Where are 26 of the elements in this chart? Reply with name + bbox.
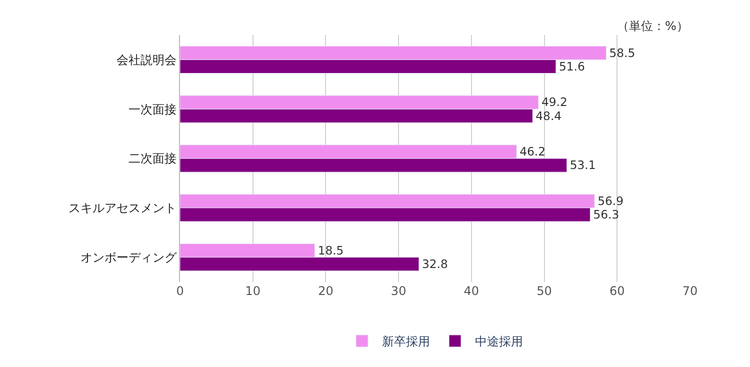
data-label: 56.9 (598, 194, 624, 208)
data-label: 53.1 (570, 158, 596, 172)
data-label: 49.2 (541, 95, 568, 110)
x-tick-label: 20 (318, 284, 334, 298)
data-label: 18.5 (318, 243, 344, 258)
legend-label: 中途採用 (475, 334, 523, 349)
y-tick-label: スキルアセスメント (68, 201, 177, 216)
data-label: 48.4 (536, 108, 562, 123)
x-tick-label: 10 (245, 284, 260, 298)
y-tick-label: 会社説明会 (116, 52, 177, 67)
x-tick-label: 50 (536, 284, 552, 298)
data-label: 56.3 (593, 208, 620, 222)
data-label: 32.8 (422, 256, 448, 271)
x-tick-label: 0 (176, 284, 184, 298)
x-tick-label: 40 (464, 284, 480, 298)
data-label: 51.6 (558, 59, 585, 74)
y-tick-label: 二次面接 (128, 152, 177, 166)
x-tick-label: 60 (610, 284, 625, 298)
data-label: 58.5 (609, 46, 636, 60)
x-tick-label: 30 (390, 284, 406, 298)
text: （単位：%） (617, 19, 688, 33)
data-label: 46.2 (520, 144, 546, 159)
x-tick-label: 70 (682, 284, 698, 298)
y-tick-label: 一次面接 (128, 102, 177, 116)
y-tick-label: オンボーディング (80, 250, 178, 264)
legend-label: 新卒採用 (382, 334, 430, 349)
